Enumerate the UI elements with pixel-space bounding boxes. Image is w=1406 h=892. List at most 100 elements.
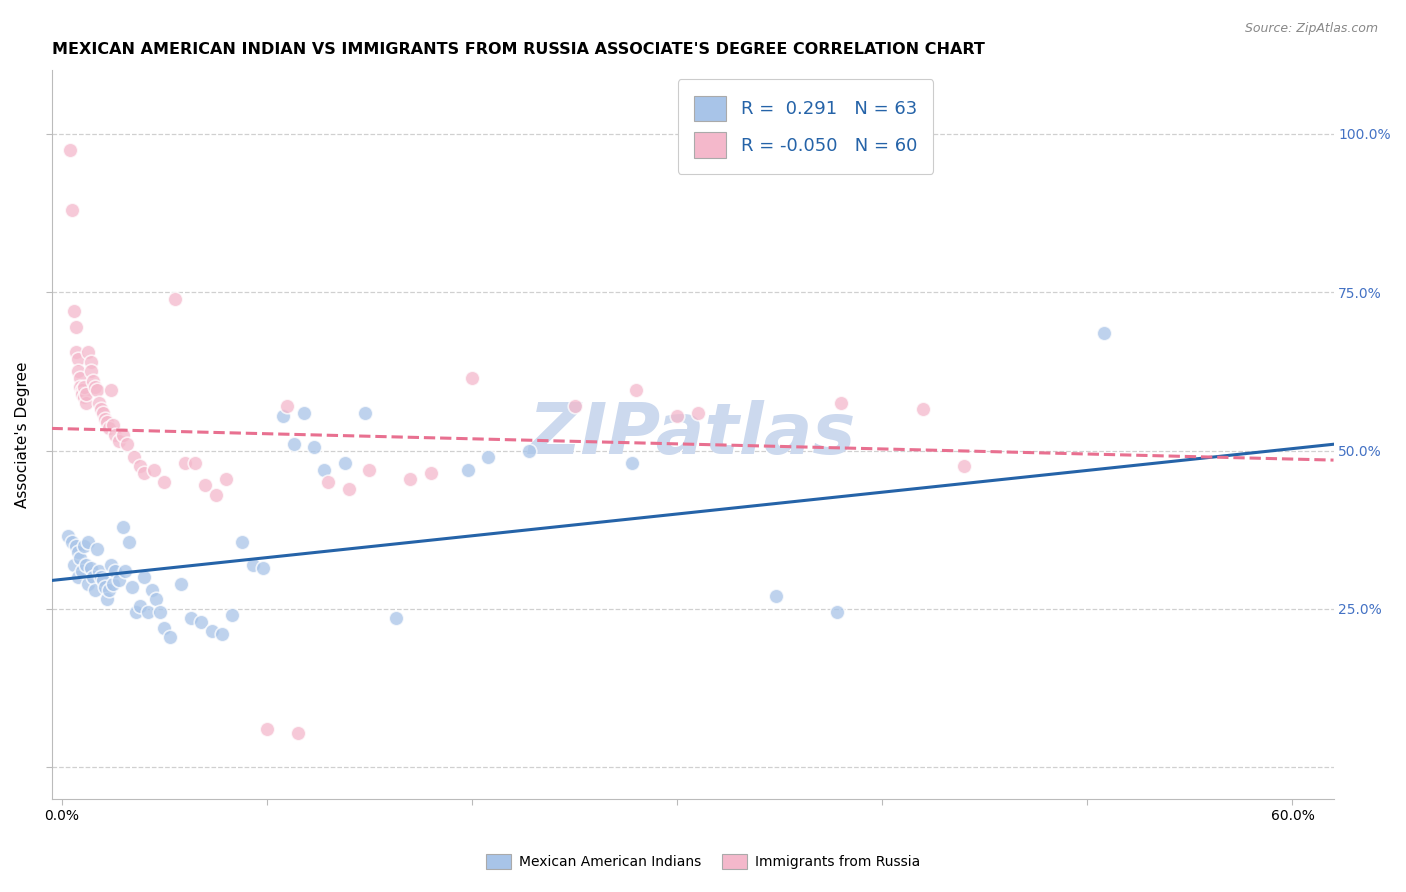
Point xyxy=(65,345,87,359)
Point xyxy=(79,364,101,378)
Point xyxy=(830,396,852,410)
Point xyxy=(100,558,122,572)
Point xyxy=(173,456,195,470)
Point xyxy=(75,396,97,410)
Point xyxy=(100,384,122,398)
Point xyxy=(101,418,124,433)
Point xyxy=(399,472,422,486)
Point xyxy=(159,631,181,645)
Point xyxy=(117,437,139,451)
Point xyxy=(63,304,86,318)
Point xyxy=(82,570,104,584)
Point xyxy=(136,605,159,619)
Point xyxy=(825,605,848,619)
Point xyxy=(292,406,315,420)
Point xyxy=(65,539,87,553)
Point xyxy=(59,143,82,157)
Point xyxy=(72,564,94,578)
Point xyxy=(73,539,96,553)
Point xyxy=(461,370,484,384)
Point xyxy=(124,605,146,619)
Point xyxy=(354,406,377,420)
Point xyxy=(314,462,336,476)
Legend: R =  0.291   N = 63, R = -0.050   N = 60: R = 0.291 N = 63, R = -0.050 N = 60 xyxy=(678,79,934,174)
Point xyxy=(194,478,217,492)
Point xyxy=(121,580,143,594)
Point xyxy=(77,345,100,359)
Y-axis label: Associate's Degree: Associate's Degree xyxy=(15,361,30,508)
Point xyxy=(283,437,305,451)
Point xyxy=(153,621,176,635)
Point xyxy=(94,580,117,594)
Point xyxy=(69,380,91,394)
Point xyxy=(75,386,97,401)
Point xyxy=(60,535,83,549)
Point xyxy=(912,402,935,417)
Point xyxy=(519,443,541,458)
Point xyxy=(190,615,212,629)
Point xyxy=(79,355,101,369)
Point xyxy=(108,574,131,588)
Point xyxy=(56,529,79,543)
Point xyxy=(256,723,278,737)
Point xyxy=(302,441,325,455)
Point xyxy=(128,459,150,474)
Point xyxy=(686,406,709,420)
Point xyxy=(163,292,186,306)
Point xyxy=(180,611,202,625)
Point xyxy=(96,415,118,429)
Point xyxy=(79,561,101,575)
Point xyxy=(122,450,145,464)
Point xyxy=(91,406,114,420)
Point xyxy=(242,558,264,572)
Point xyxy=(67,351,90,366)
Point xyxy=(420,466,443,480)
Point xyxy=(72,386,94,401)
Point xyxy=(104,427,127,442)
Point xyxy=(114,564,136,578)
Point xyxy=(318,475,340,490)
Point xyxy=(204,488,226,502)
Point xyxy=(211,627,233,641)
Point xyxy=(82,374,104,388)
Point xyxy=(87,564,110,578)
Point xyxy=(1092,326,1115,341)
Point xyxy=(91,574,114,588)
Point xyxy=(83,380,105,394)
Point xyxy=(273,409,295,423)
Point xyxy=(765,590,787,604)
Point xyxy=(94,412,117,426)
Point xyxy=(86,384,108,398)
Text: ZIPatlas: ZIPatlas xyxy=(529,401,856,469)
Point xyxy=(221,608,243,623)
Point xyxy=(90,402,112,417)
Point xyxy=(333,456,356,470)
Point xyxy=(73,380,96,394)
Text: Source: ZipAtlas.com: Source: ZipAtlas.com xyxy=(1244,22,1378,36)
Point xyxy=(96,592,118,607)
Point xyxy=(118,535,141,549)
Point xyxy=(564,399,586,413)
Point xyxy=(132,466,155,480)
Point xyxy=(104,564,127,578)
Point xyxy=(65,320,87,334)
Point xyxy=(953,459,976,474)
Point xyxy=(97,421,120,435)
Point xyxy=(231,535,253,549)
Point xyxy=(170,576,193,591)
Point xyxy=(666,409,689,423)
Point xyxy=(108,434,131,448)
Point xyxy=(385,611,408,625)
Point xyxy=(149,605,172,619)
Point xyxy=(112,427,135,442)
Point xyxy=(67,545,90,559)
Point xyxy=(69,370,91,384)
Point xyxy=(86,541,108,556)
Point xyxy=(67,570,90,584)
Point xyxy=(72,384,94,398)
Point xyxy=(73,390,96,404)
Point xyxy=(60,202,83,217)
Point xyxy=(624,384,647,398)
Point xyxy=(359,462,381,476)
Point xyxy=(184,456,207,470)
